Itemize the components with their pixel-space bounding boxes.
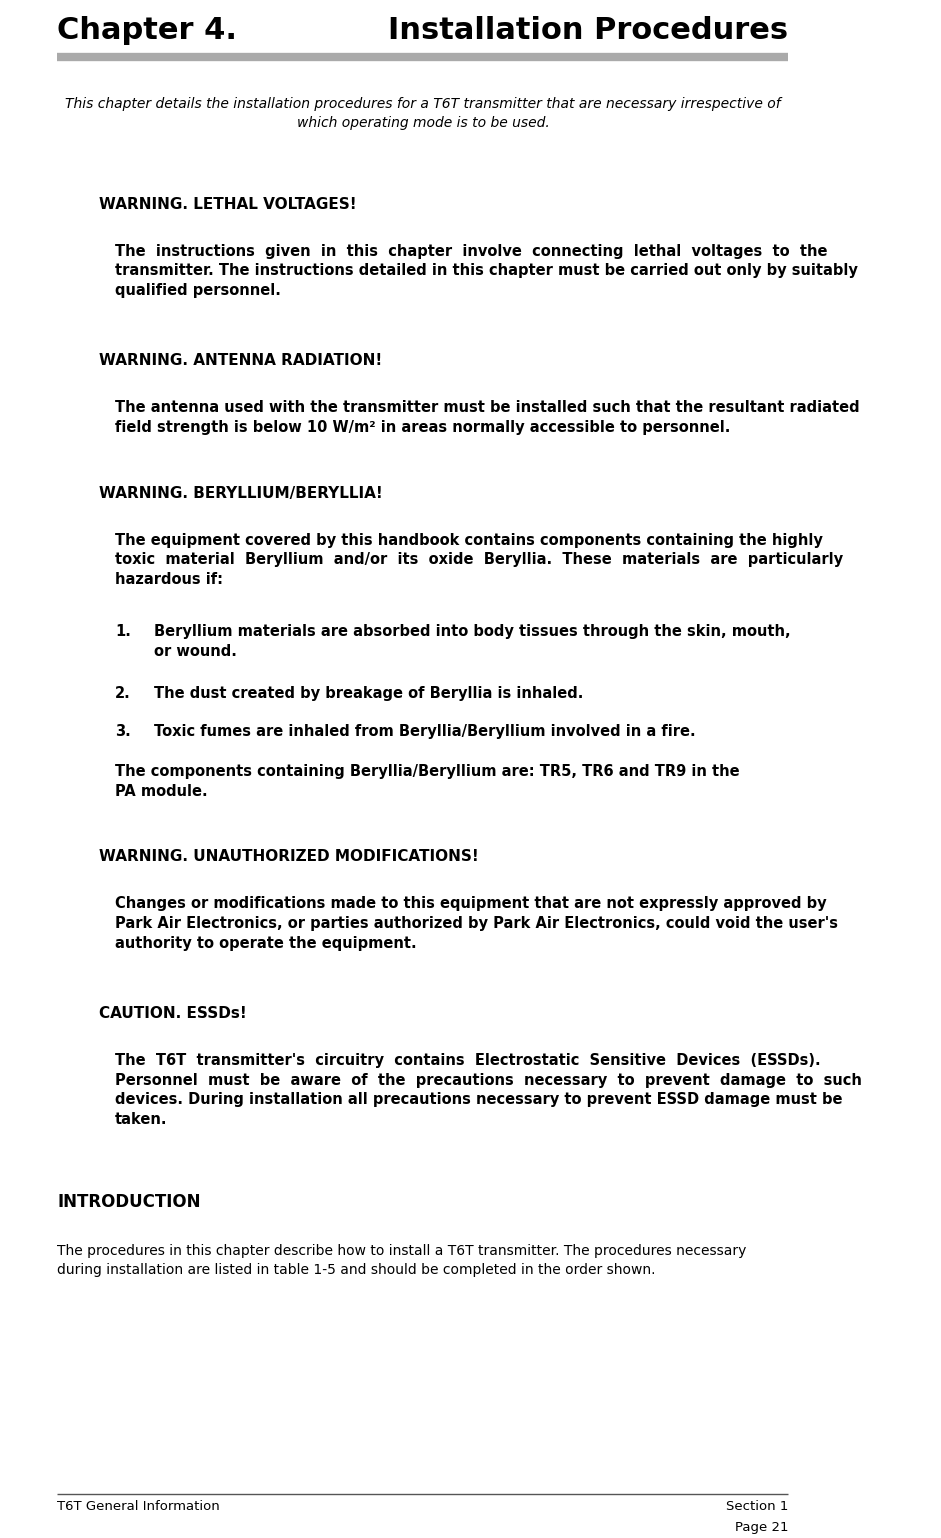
Text: WARNING. ANTENNA RADIATION!: WARNING. ANTENNA RADIATION! bbox=[99, 354, 382, 368]
Text: Section 1: Section 1 bbox=[726, 1500, 789, 1513]
Text: Changes or modifications made to this equipment that are not expressly approved : Changes or modifications made to this eq… bbox=[115, 897, 838, 950]
Text: Chapter 4.: Chapter 4. bbox=[57, 15, 237, 45]
Text: Installation Procedures: Installation Procedures bbox=[389, 15, 789, 45]
Text: The dust created by breakage of Beryllia is inhaled.: The dust created by breakage of Beryllia… bbox=[153, 686, 583, 701]
Text: CAUTION. ESSDs!: CAUTION. ESSDs! bbox=[99, 1006, 247, 1021]
Text: INTRODUCTION: INTRODUCTION bbox=[57, 1193, 201, 1210]
Text: 1.: 1. bbox=[115, 624, 131, 638]
Text: This chapter details the installation procedures for a T6T transmitter that are : This chapter details the installation pr… bbox=[65, 97, 781, 131]
Text: Toxic fumes are inhaled from Beryllia/Beryllium involved in a fire.: Toxic fumes are inhaled from Beryllia/Be… bbox=[153, 724, 695, 740]
Text: 3.: 3. bbox=[115, 724, 131, 740]
Text: 2.: 2. bbox=[115, 686, 131, 701]
Text: The equipment covered by this handbook contains components containing the highly: The equipment covered by this handbook c… bbox=[115, 532, 843, 588]
Text: WARNING. LETHAL VOLTAGES!: WARNING. LETHAL VOLTAGES! bbox=[99, 197, 357, 212]
Text: The  instructions  given  in  this  chapter  involve  connecting  lethal  voltag: The instructions given in this chapter i… bbox=[115, 243, 858, 298]
Text: WARNING. BERYLLIUM/BERYLLIA!: WARNING. BERYLLIUM/BERYLLIA! bbox=[99, 486, 382, 501]
Text: Page 21: Page 21 bbox=[735, 1521, 789, 1535]
Text: WARNING. UNAUTHORIZED MODIFICATIONS!: WARNING. UNAUTHORIZED MODIFICATIONS! bbox=[99, 849, 478, 864]
Text: T6T General Information: T6T General Information bbox=[57, 1500, 220, 1513]
Text: The  T6T  transmitter's  circuitry  contains  Electrostatic  Sensitive  Devices : The T6T transmitter's circuitry contains… bbox=[115, 1054, 862, 1127]
Text: The antenna used with the transmitter must be installed such that the resultant : The antenna used with the transmitter mu… bbox=[115, 400, 860, 435]
Text: The procedures in this chapter describe how to install a T6T transmitter. The pr: The procedures in this chapter describe … bbox=[57, 1244, 747, 1277]
Text: The components containing Beryllia/Beryllium are: TR5, TR6 and TR9 in the
PA mod: The components containing Beryllia/Beryl… bbox=[115, 764, 740, 798]
Text: Beryllium materials are absorbed into body tissues through the skin, mouth,
or w: Beryllium materials are absorbed into bo… bbox=[153, 624, 790, 658]
